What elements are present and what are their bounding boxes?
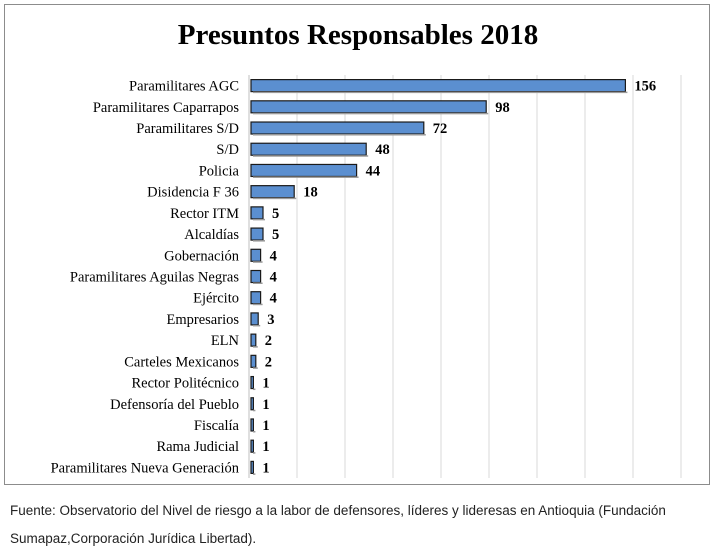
source-note: Fuente: Observatorio del Nivel de riesgo… <box>10 503 666 546</box>
value-label: 3 <box>267 312 274 328</box>
category-label: Paramilitares Aguilas Negras <box>70 270 239 286</box>
category-label: Disidencia F 36 <box>147 185 239 201</box>
bar <box>250 291 262 305</box>
bar-chart: Paramilitares AGC Paramilitares Caparrapo… <box>51 75 682 478</box>
bar-shadow <box>253 346 258 348</box>
bar <box>250 142 367 156</box>
value-label: 44 <box>366 163 381 179</box>
category-label: Fiscalía <box>194 418 240 434</box>
value-label: 1 <box>262 397 269 413</box>
bar-shadow <box>253 134 426 136</box>
bar <box>250 397 255 411</box>
chart-frame: Presuntos Responsables 2018 Paramilitare… <box>4 4 710 485</box>
bar-shadow <box>253 303 263 306</box>
category-label: Policia <box>199 163 240 179</box>
value-label: 2 <box>265 354 272 370</box>
bar-shadow <box>253 388 256 391</box>
value-label: 1 <box>262 439 269 455</box>
bar <box>250 121 425 135</box>
value-label: 1 <box>262 418 269 434</box>
value-label: 4 <box>270 291 277 307</box>
category-label: Paramilitares Caparrapos <box>93 100 240 116</box>
bar <box>250 418 255 432</box>
value-label: 18 <box>303 185 318 201</box>
value-label: 1 <box>262 460 269 476</box>
category-label: Gobernación <box>164 248 240 264</box>
category-label: Rector ITM <box>170 206 239 222</box>
value-label: 4 <box>270 248 277 264</box>
bar-shadow <box>253 430 256 433</box>
category-label: Empresarios <box>167 312 240 328</box>
bar <box>250 269 262 284</box>
bar-shadow <box>253 240 265 242</box>
category-label: Alcaldías <box>184 227 239 243</box>
value-label: 72 <box>433 121 448 137</box>
bar <box>250 375 255 390</box>
value-label: 4 <box>270 270 277 286</box>
category-label: Carteles Mexicanos <box>124 354 239 370</box>
bar-shadow <box>253 473 256 475</box>
chart-title: Presuntos Responsables 2018 <box>177 19 539 51</box>
value-label: 1 <box>262 376 269 392</box>
category-label: Paramilitares S/D <box>136 121 239 137</box>
category-labels: Paramilitares AGC Paramilitares Caparrapo… <box>51 79 240 477</box>
bar <box>250 460 255 474</box>
gridlines <box>248 75 682 478</box>
bar <box>250 354 257 368</box>
bar-shadow <box>253 261 263 263</box>
bar-shadow <box>253 112 489 115</box>
category-label: Rama Judicial <box>156 439 239 455</box>
bar <box>250 79 626 93</box>
bar <box>250 163 358 178</box>
bar <box>250 206 264 220</box>
value-label: 2 <box>265 333 272 349</box>
category-label: ELN <box>211 333 240 349</box>
bar-shadow <box>253 155 369 157</box>
bar <box>250 185 295 199</box>
bar <box>250 439 255 453</box>
value-label: 156 <box>634 79 656 95</box>
bar <box>250 312 259 326</box>
bar <box>250 100 487 114</box>
bar-shadow <box>253 409 256 412</box>
bar-shadow <box>253 197 297 200</box>
category-label: S/D <box>216 142 239 158</box>
value-label: 5 <box>272 227 279 243</box>
bar <box>250 333 257 347</box>
bar-shadow <box>253 218 265 221</box>
bar-shadow <box>253 452 256 454</box>
category-label: Paramilitares Nueva Generación <box>51 460 240 476</box>
bar-shadow <box>253 324 261 327</box>
bar-shadow <box>253 176 359 178</box>
bar-shadow <box>253 282 263 284</box>
category-label: Defensoría del Pueblo <box>110 397 239 413</box>
category-label: Paramilitares AGC <box>129 79 239 95</box>
bar-shadow <box>253 91 628 94</box>
bar <box>250 248 262 262</box>
bar <box>250 227 264 241</box>
value-label: 48 <box>375 142 390 158</box>
value-label: 98 <box>495 100 510 116</box>
category-label: Rector Politécnico <box>131 376 239 392</box>
value-label: 5 <box>272 206 279 222</box>
bar-shadow <box>253 367 258 369</box>
category-label: Ejército <box>193 291 239 307</box>
bars <box>250 79 628 475</box>
